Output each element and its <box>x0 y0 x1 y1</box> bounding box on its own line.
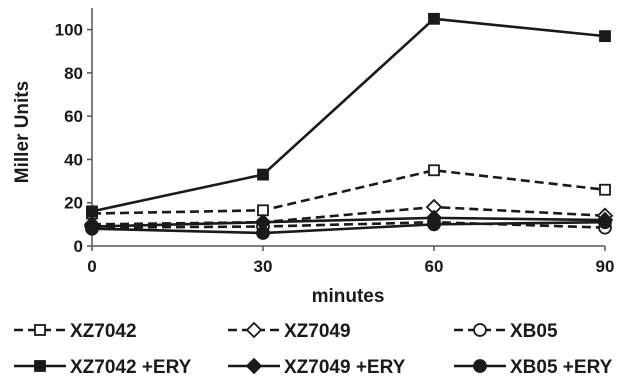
series-line <box>91 205 606 226</box>
legend-item: XZ7049 <box>228 321 351 342</box>
legend-label: XB05 +ERY <box>510 357 613 378</box>
legend-item: XZ7042 +ERY <box>14 357 192 378</box>
x-tick-label: 90 <box>596 257 615 276</box>
legend-marker <box>34 324 46 336</box>
series-line <box>91 168 606 215</box>
data-point <box>428 12 440 25</box>
x-tick-label: 60 <box>425 257 444 276</box>
y-axis-title: Miller Units <box>12 81 33 183</box>
data-point <box>427 217 441 232</box>
y-tick-label: 20 <box>64 194 83 213</box>
series-xb05-ery <box>85 215 612 240</box>
legend-item: XB05 +ERY <box>454 357 613 378</box>
plot-area <box>83 12 614 240</box>
legend-label: XZ7049 <box>284 321 351 342</box>
series-xz7042-ery <box>86 12 611 218</box>
legend-label: XZ7042 <box>70 321 137 342</box>
data-point <box>86 205 98 218</box>
x-tick-label: 30 <box>254 257 273 276</box>
data-point <box>599 183 611 196</box>
legend-marker <box>473 359 487 373</box>
y-tick-label: 60 <box>64 107 83 126</box>
series-xz7042 <box>86 164 611 220</box>
legend-marker <box>34 360 46 372</box>
series-line <box>91 220 606 229</box>
x-tick-label: 0 <box>87 257 96 276</box>
legend-marker <box>245 321 263 339</box>
data-point <box>256 226 270 240</box>
series-line <box>91 17 606 213</box>
axes: 0 20 40 60 80 100 0 30 60 90 <box>55 8 615 276</box>
series-line <box>91 220 606 235</box>
y-tick-label: 0 <box>74 237 83 256</box>
data-point <box>428 164 440 177</box>
legend-item: XZ7049 +ERY <box>228 357 406 378</box>
x-axis-title: minutes <box>312 286 385 307</box>
y-tick-label: 40 <box>64 150 83 169</box>
legend: XZ7042 XZ7049 XB05 XZ7042 +ERY XZ7049 +ERY XB… <box>14 321 613 378</box>
series-line <box>91 216 606 228</box>
legend-item: XZ7042 <box>14 321 137 342</box>
y-tick-label: 80 <box>64 64 83 83</box>
data-point <box>598 215 612 230</box>
data-point <box>85 221 99 236</box>
data-point <box>257 168 269 181</box>
legend-label: XB05 <box>510 321 558 342</box>
legend-item: XB05 <box>454 321 558 342</box>
data-point <box>257 204 269 217</box>
y-tick-label: 100 <box>55 21 83 40</box>
legend-marker <box>245 357 263 375</box>
legend-marker <box>473 323 487 337</box>
data-point <box>599 30 611 43</box>
legend-label: XZ7042 +ERY <box>70 357 192 378</box>
legend-label: XZ7049 +ERY <box>284 357 406 378</box>
